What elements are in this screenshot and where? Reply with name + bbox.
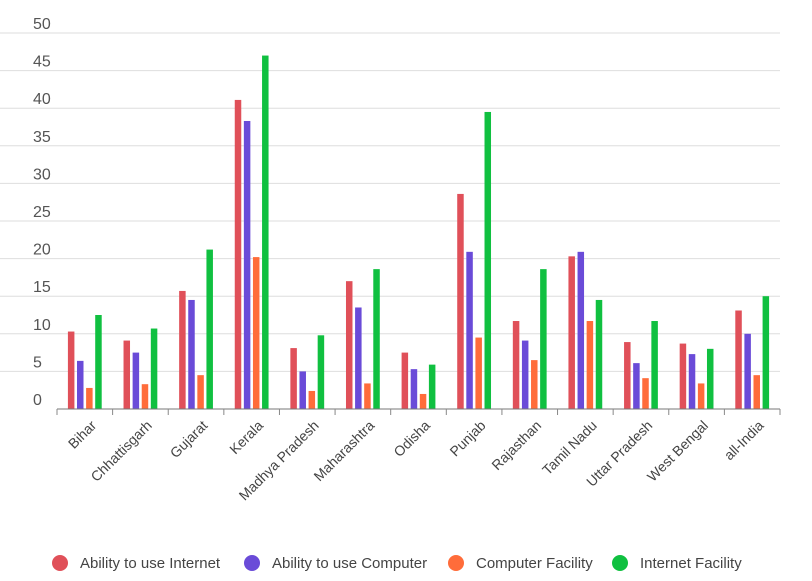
bar [401,352,409,409]
bar [373,269,380,409]
bar [299,371,306,409]
legend-marker [244,555,260,571]
y-tick-label: 10 [33,317,51,334]
bar [651,321,658,409]
bar [679,343,687,409]
bar [308,390,316,409]
gridlines [0,32,780,372]
bar [753,375,760,409]
bar [197,375,204,409]
y-tick-label: 45 [33,54,51,71]
bar [252,257,260,409]
bar [735,310,742,409]
bar [179,290,186,409]
bar [688,354,696,409]
legend-item[interactable]: Ability to use Internet [52,548,220,578]
bar [188,299,195,409]
bar [364,383,371,409]
x-tick-label: all-India [721,417,767,463]
bar [466,251,473,409]
bar [642,378,649,409]
bar [624,342,631,409]
y-tick-label: 5 [33,354,42,371]
bar [262,55,269,410]
bars [67,55,770,410]
bar [67,331,75,409]
bar [568,256,575,409]
bar [141,384,149,409]
bar [86,387,93,409]
legend-item[interactable]: Internet Facility [612,548,742,578]
bar [234,99,242,409]
bar [512,321,520,409]
legend-label: Computer Facility [476,554,593,572]
bar [762,296,770,409]
bar [428,364,436,409]
bar [475,337,482,409]
legend-item[interactable]: Computer Facility [448,548,593,578]
bar [595,299,603,409]
bar [317,335,325,409]
y-tick-label: 15 [33,279,51,296]
y-tick-label: 30 [33,166,51,183]
bar [290,348,297,409]
bar [706,348,714,409]
legend-label: Ability to use Internet [80,554,221,572]
legend-marker [52,555,68,571]
bar [77,360,84,409]
bar [345,281,353,409]
bar [633,363,640,409]
legend-label: Ability to use Computer [272,554,428,572]
x-tick-label: Maharashtra [310,417,377,484]
legend-label: Internet Facility [640,554,742,572]
bar [123,340,131,409]
bar [206,249,213,409]
bar [419,393,427,409]
y-tick-label: 40 [33,91,51,108]
bar [243,120,251,409]
bar [457,193,464,409]
bar [150,328,158,409]
y-tick-label: 50 [33,16,51,33]
x-tick-label: Tamil Nadu [539,417,600,478]
y-tick-label: 20 [33,242,51,259]
y-tick-label: 35 [33,129,51,146]
bar [410,369,418,409]
x-tick-label: Odisha [390,417,433,460]
bar [744,333,751,409]
x-tick-label: Bihar [65,417,100,452]
bar [577,251,585,409]
x-tick-label: Gujarat [167,417,211,461]
y-axis-ticks: 0 5 10 15 20 25 30 35 40 45 50 [33,16,51,409]
x-tick-label: Rajasthan [488,417,544,473]
legend: Ability to use Internet Ability to use Co… [0,548,812,578]
bar [484,111,492,410]
bar [355,307,362,409]
y-tick-label: 25 [33,204,51,221]
x-tick-label: Punjab [446,417,488,459]
legend-item[interactable]: Ability to use Computer [244,548,427,578]
bar [521,340,529,409]
bar [95,315,102,409]
bar [531,360,538,409]
bar [586,321,594,409]
legend-marker [448,555,464,571]
x-tick-label: Kerala [226,417,266,457]
bar [132,352,140,409]
y-tick-label: 0 [33,392,42,409]
legend-marker [612,555,628,571]
bar [697,383,705,409]
bar [540,269,547,409]
